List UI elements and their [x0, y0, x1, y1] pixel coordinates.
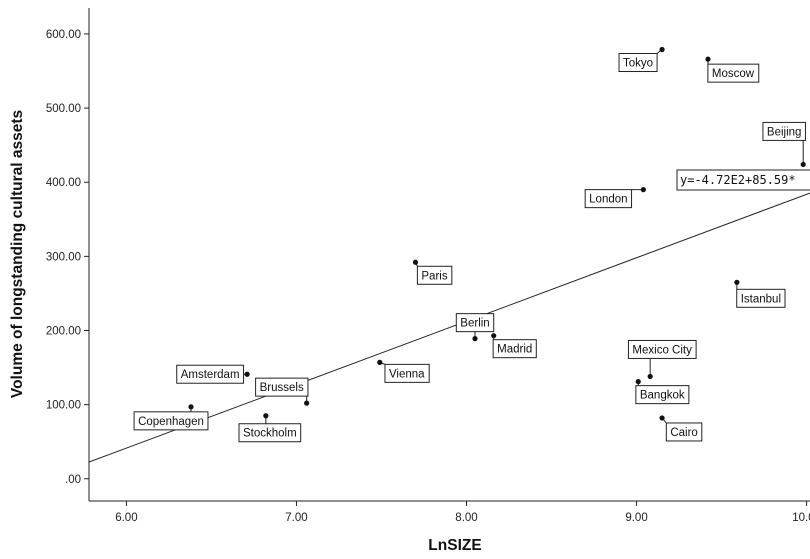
- point-label-text: Madrid: [497, 344, 532, 356]
- fit-equation-box: [676, 169, 810, 191]
- y-tick-label: 200.00: [46, 325, 81, 337]
- point-label-box: [176, 364, 245, 384]
- point-label-box: [238, 423, 302, 443]
- point-label-box: [635, 385, 690, 405]
- point-label: Bangkok: [635, 385, 690, 405]
- data-point: [491, 333, 497, 339]
- data-point: [705, 56, 711, 62]
- data-point: [472, 336, 478, 342]
- point-label-text: Stockholm: [243, 428, 297, 440]
- x-tick-label: 6.00: [115, 512, 137, 524]
- point-label: Beijing: [762, 121, 806, 141]
- point-label-text: Cairo: [670, 427, 697, 439]
- data-point: [640, 187, 646, 193]
- x-tick-label: 9.00: [625, 512, 647, 524]
- y-tick-label: 600.00: [46, 29, 81, 41]
- data-point: [734, 279, 740, 285]
- point-label: Tokyo: [618, 53, 658, 73]
- point-label: Cairo: [665, 422, 703, 442]
- fit-line-group: [89, 192, 810, 463]
- x-tick-label: 8.00: [455, 512, 477, 524]
- point-label: Brussels: [255, 377, 309, 397]
- data-point: [659, 415, 665, 421]
- point-label-text: Copenhagen: [138, 416, 204, 428]
- fit-line: [89, 192, 810, 463]
- point-label-box: [762, 121, 806, 141]
- point-label: Vienna: [384, 363, 430, 383]
- point-label-text: Brussels: [260, 382, 304, 394]
- data-point: [800, 161, 806, 168]
- data-point: [659, 46, 665, 53]
- point-label: Moscow: [707, 63, 760, 83]
- fit-equation-label: y=-4.72E2+85.59*: [676, 169, 810, 191]
- leader-line-group: [190, 49, 804, 424]
- point-label: Madrid: [492, 339, 537, 359]
- data-point: [244, 371, 250, 377]
- point-label-text: Beijing: [767, 126, 802, 138]
- data-point: [188, 404, 194, 410]
- point-label: Copenhagen: [133, 411, 209, 431]
- point-label-text: Vienna: [389, 368, 425, 380]
- data-point: [647, 373, 653, 380]
- point-label-text: Berlin: [460, 318, 489, 330]
- x-tick-label: 7.00: [285, 512, 307, 524]
- point-label-box: [584, 189, 633, 209]
- point-label-text: Tokyo: [623, 58, 653, 70]
- point-label-text: Paris: [421, 270, 447, 282]
- point-label-group: Copenhagen Amsterdam Stockholm Brussels Vien…: [133, 53, 810, 443]
- tick-group: 6.00 7.00 8.00 9.00 10.00 .00 100.00 200.00 300.…: [46, 29, 810, 524]
- point-label: Berlin: [455, 313, 495, 333]
- point-label-box: [384, 363, 430, 383]
- point-label-box: [455, 313, 495, 333]
- point-label-box: [627, 339, 697, 359]
- point-label: Amsterdam: [176, 364, 245, 384]
- point-label-text: Istanbul: [741, 293, 781, 305]
- data-point: [377, 359, 383, 365]
- x-axis-title: LnSIZE: [428, 537, 481, 554]
- data-point: [635, 379, 641, 385]
- point-label: Paris: [416, 265, 453, 285]
- point-label-text: Mexico City: [632, 344, 692, 356]
- data-point: [304, 400, 310, 406]
- point-label-box: [492, 339, 537, 359]
- x-tick-label: 10.00: [792, 512, 810, 524]
- point-label: London: [584, 189, 633, 209]
- point-label-text: Amsterdam: [181, 369, 240, 381]
- point-label: Istanbul: [736, 288, 786, 308]
- point-label-box: [133, 411, 209, 431]
- point-label-text: Moscow: [712, 68, 755, 80]
- y-tick-label: 300.00: [46, 251, 81, 263]
- point-label-text: Bangkok: [640, 390, 685, 402]
- y-tick-label: 100.00: [46, 400, 81, 412]
- point-label-box: [416, 265, 453, 285]
- point-label: Stockholm: [238, 423, 302, 443]
- point-label-box: [665, 422, 703, 442]
- point-label-box: [736, 288, 786, 308]
- y-axis-title: Volume of longstanding cultural assets: [9, 110, 26, 398]
- y-tick-label: 500.00: [46, 103, 81, 115]
- point-label-box: [707, 63, 760, 83]
- point-label-box: [255, 377, 309, 397]
- data-point: [263, 413, 269, 419]
- fit-equation-text: y=-4.72E2+85.59*: [680, 173, 796, 187]
- y-tick-label: 400.00: [46, 177, 81, 189]
- point-label-box: [618, 53, 658, 73]
- data-point: [412, 259, 419, 265]
- point-group: [188, 46, 806, 421]
- point-label: Mexico City: [627, 339, 697, 359]
- y-tick-label: .00: [65, 474, 81, 486]
- point-label-text: London: [589, 194, 627, 206]
